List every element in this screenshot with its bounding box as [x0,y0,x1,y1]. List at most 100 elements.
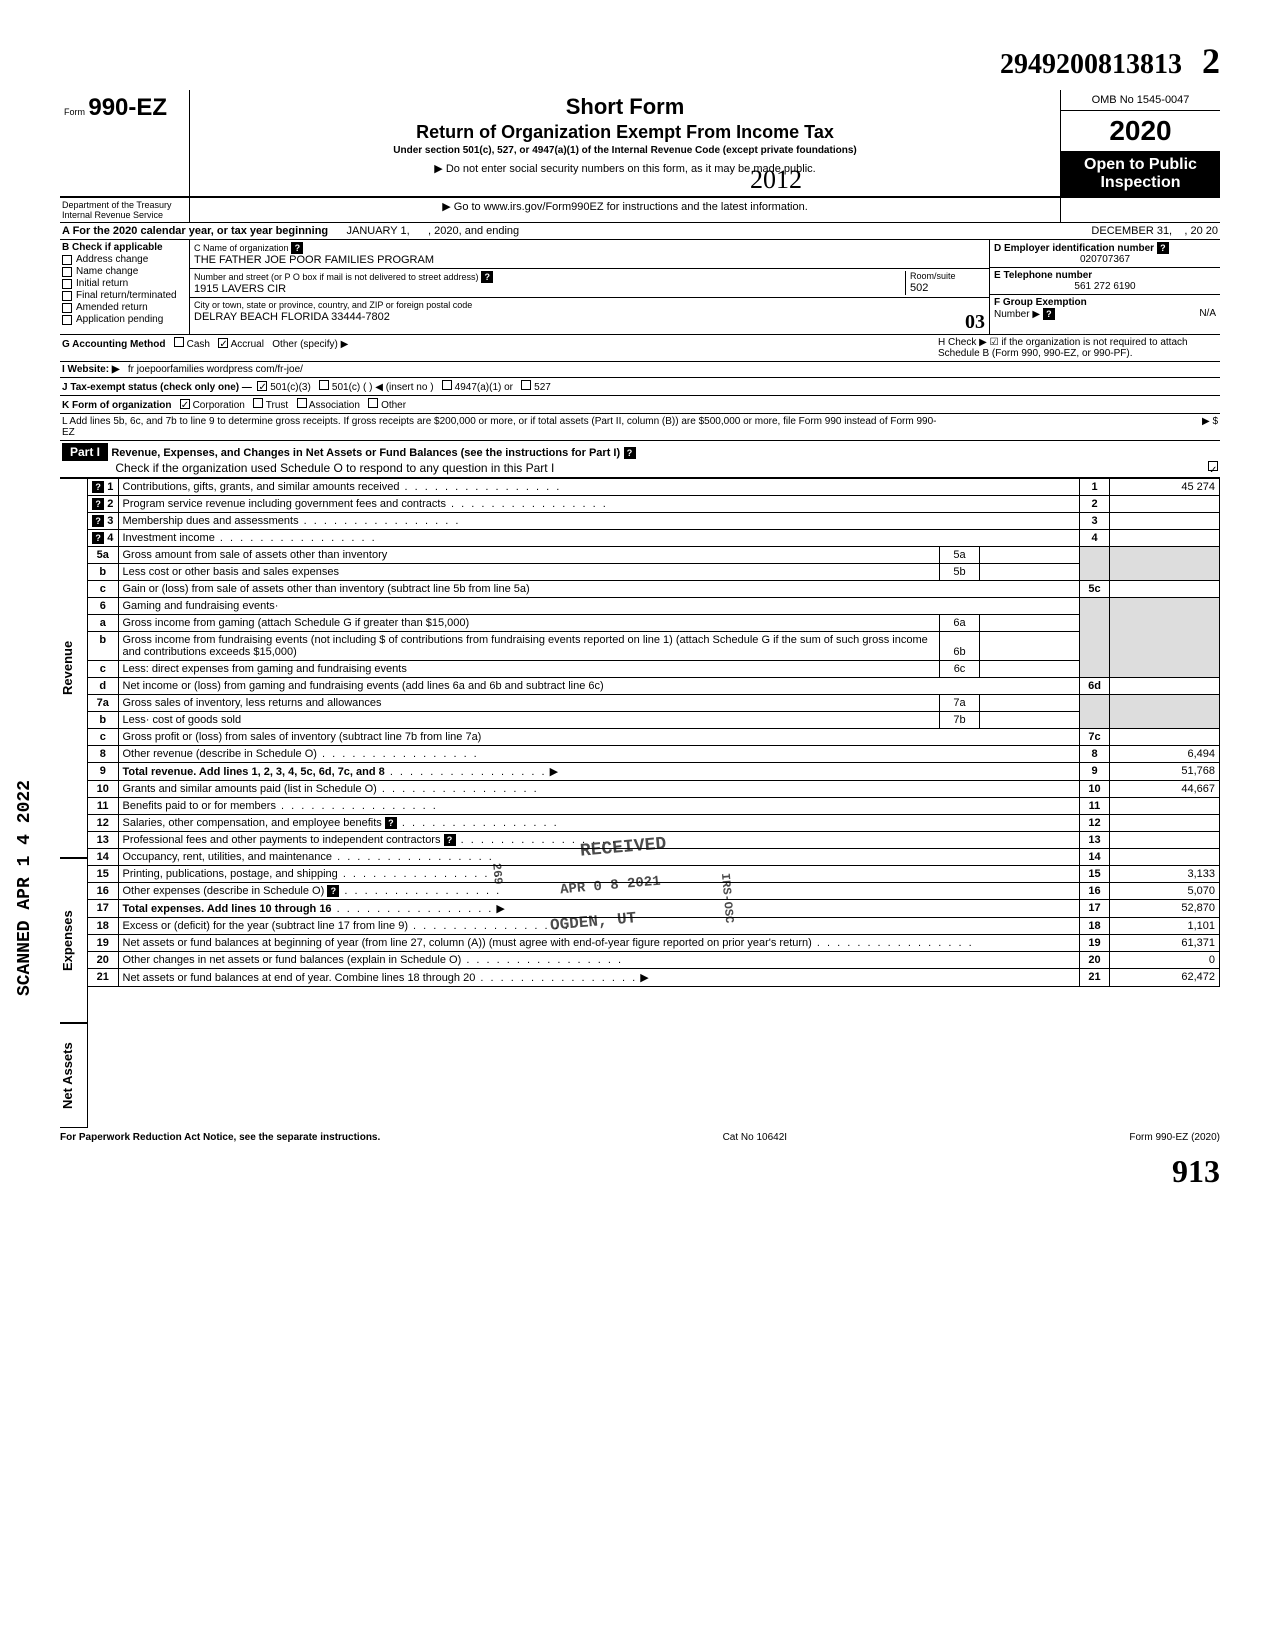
help-icon: ? [481,271,493,283]
open-public: Open to Public Inspection [1061,152,1220,196]
ssn-warning: ▶ Do not enter social security numbers o… [198,162,1052,175]
check-other-org[interactable] [368,398,378,408]
other-label: Other (specify) ▶ [272,339,348,350]
accrual-label: Accrual [231,339,264,350]
section-l-text: L Add lines 5b, 6c, and 7b to line 9 to … [62,416,938,438]
line-19: 19Net assets or fund balances at beginni… [88,935,1220,952]
line-2: ? 2Program service revenue including gov… [88,496,1220,513]
org-name-label: C Name of organization [194,243,289,253]
line-7a: 7aGross sales of inventory, less returns… [88,695,1220,712]
help-icon: ? [1157,242,1169,254]
number-label: Number ▶ [994,309,1040,320]
open-label: Open to Public [1065,156,1216,174]
line-9: 9Total revenue. Add lines 1, 2, 3, 4, 5c… [88,763,1220,781]
group-exempt-label: F Group Exemption [994,297,1087,308]
check-527[interactable] [521,380,531,390]
line-6c: cLess: direct expenses from gaming and f… [88,661,1220,678]
form-id-footer: Form 990-EZ (2020) [1129,1132,1220,1143]
scanned-stamp: SCANNED APR 1 4 2022 [15,780,35,996]
phone: 561 272 6190 [994,281,1216,292]
line-6d: dNet income or (loss) from gaming and fu… [88,678,1220,695]
line-7c: cGross profit or (loss) from sales of in… [88,729,1220,746]
line-18: 18Excess or (deficit) for the year (subt… [88,918,1220,935]
period-end: DECEMBER 31, [1091,225,1172,237]
handwritten-city-suffix: 03 [965,311,985,334]
line-6: 6Gaming and fundraising events· [88,598,1220,615]
row-l: L Add lines 5b, 6c, and 7b to line 9 to … [60,414,1220,441]
footer: For Paperwork Reduction Act Notice, see … [60,1128,1220,1143]
form-org-label: K Form of organization [62,400,171,411]
check-pending[interactable]: Application pending [62,314,187,325]
check-assoc[interactable] [297,398,307,408]
period-label: A For the 2020 calendar year, or tax yea… [62,225,328,237]
check-schedule-o[interactable] [1208,461,1218,471]
website: fr joepoorfamilies wordpress com/fr-joe/ [128,364,303,375]
period-mid: , 2020, and ending [428,225,519,237]
line-21: 21Net assets or fund balances at end of … [88,969,1220,987]
form-header: Form 990-EZ Short Form Return of Organiz… [60,90,1220,198]
line-11: 11Benefits paid to or for members11 [88,798,1220,815]
omb-number: OMB No 1545-0047 [1061,90,1220,111]
section-h: H Check ▶ ☑ if the organization is not r… [938,337,1218,359]
line-12: 12Salaries, other compensation, and empl… [88,815,1220,832]
section-a-period: A For the 2020 calendar year, or tax yea… [60,223,1220,240]
city-label: City or town, state or province, country… [194,300,472,310]
ein: 020707367 [994,254,1216,265]
check-cash[interactable] [174,337,184,347]
form-id-box: Form 990-EZ [60,90,190,196]
line-1: ? 1Contributions, gifts, grants, and sim… [88,479,1220,496]
main-title: Return of Organization Exempt From Incom… [198,122,1052,143]
period-end2: , 20 20 [1184,225,1218,237]
city: DELRAY BEACH FLORIDA 33444-7802 [194,311,390,323]
addr-label: Number and street (or P O box if mail is… [194,272,478,282]
period-begin: JANUARY 1, [346,225,409,237]
line-3: ? 3Membership dues and assessments3 [88,513,1220,530]
expenses-side: Expenses [60,858,88,1023]
line-6b: bGross income from fundraising events (n… [88,632,1220,661]
tax-status-label: J Tax-exempt status (check only one) — [62,382,252,393]
line-5a: 5aGross amount from sale of assets other… [88,547,1220,564]
line-10: 10Grants and similar amounts paid (list … [88,781,1220,798]
revenue-side: Revenue [60,478,88,858]
org-name: THE FATHER JOE POOR FAMILIES PROGRAM [194,254,434,266]
omb-box: OMB No 1545-0047 2020 Open to Public Ins… [1060,90,1220,196]
check-address[interactable]: Address change [62,254,187,265]
inspection-label: Inspection [1065,174,1216,192]
paperwork-notice: For Paperwork Reduction Act Notice, see … [60,1132,380,1143]
subtitle: Under section 501(c), 527, or 4947(a)(1)… [198,145,1052,156]
check-501c3[interactable] [257,381,267,391]
row-k: K Form of organization Corporation Trust… [60,396,1220,414]
line-5c: cGain or (loss) from sale of assets othe… [88,581,1220,598]
phone-label: E Telephone number [994,270,1092,281]
short-form-title: Short Form [198,94,1052,120]
row-i: I Website: ▶ fr joepoorfamilies wordpres… [60,362,1220,378]
part1-header-row: Part I Revenue, Expenses, and Changes in… [60,441,1220,478]
cat-no: Cat No 10642I [723,1132,788,1143]
check-4947[interactable] [442,380,452,390]
goto-instructions: ▶ Go to www.irs.gov/Form990EZ for instru… [190,198,1060,222]
help-icon: ? [1043,308,1055,320]
check-name[interactable]: Name change [62,266,187,277]
dept-treasury: Department of the Treasury Internal Reve… [60,198,190,222]
group-exempt: N/A [1199,308,1216,319]
tax-year: 2020 [1061,111,1220,152]
room-label: Room/suite [910,271,956,281]
check-initial[interactable]: Initial return [62,278,187,289]
ein-label: D Employer identification number [994,243,1154,254]
row-g: G Accounting Method Cash Accrual Other (… [60,335,1220,362]
check-accrual[interactable] [218,338,228,348]
form-label: Form [64,107,85,117]
part1-title: Revenue, Expenses, and Changes in Net As… [111,447,620,459]
check-amended[interactable]: Amended return [62,302,187,313]
part1-label: Part I [62,443,108,461]
check-final[interactable]: Final return/terminated [62,290,187,301]
top-numbers: 2949200813813 2 [60,40,1220,82]
check-corp[interactable] [180,399,190,409]
cash-label: Cash [187,339,210,350]
check-trust[interactable] [253,398,263,408]
handwritten-year: 2012 [750,165,802,195]
check-501c[interactable] [319,380,329,390]
line-8: 8Other revenue (describe in Schedule O)8… [88,746,1220,763]
help-icon: ? [291,242,303,254]
line-7b: bLess· cost of goods sold7b [88,712,1220,729]
